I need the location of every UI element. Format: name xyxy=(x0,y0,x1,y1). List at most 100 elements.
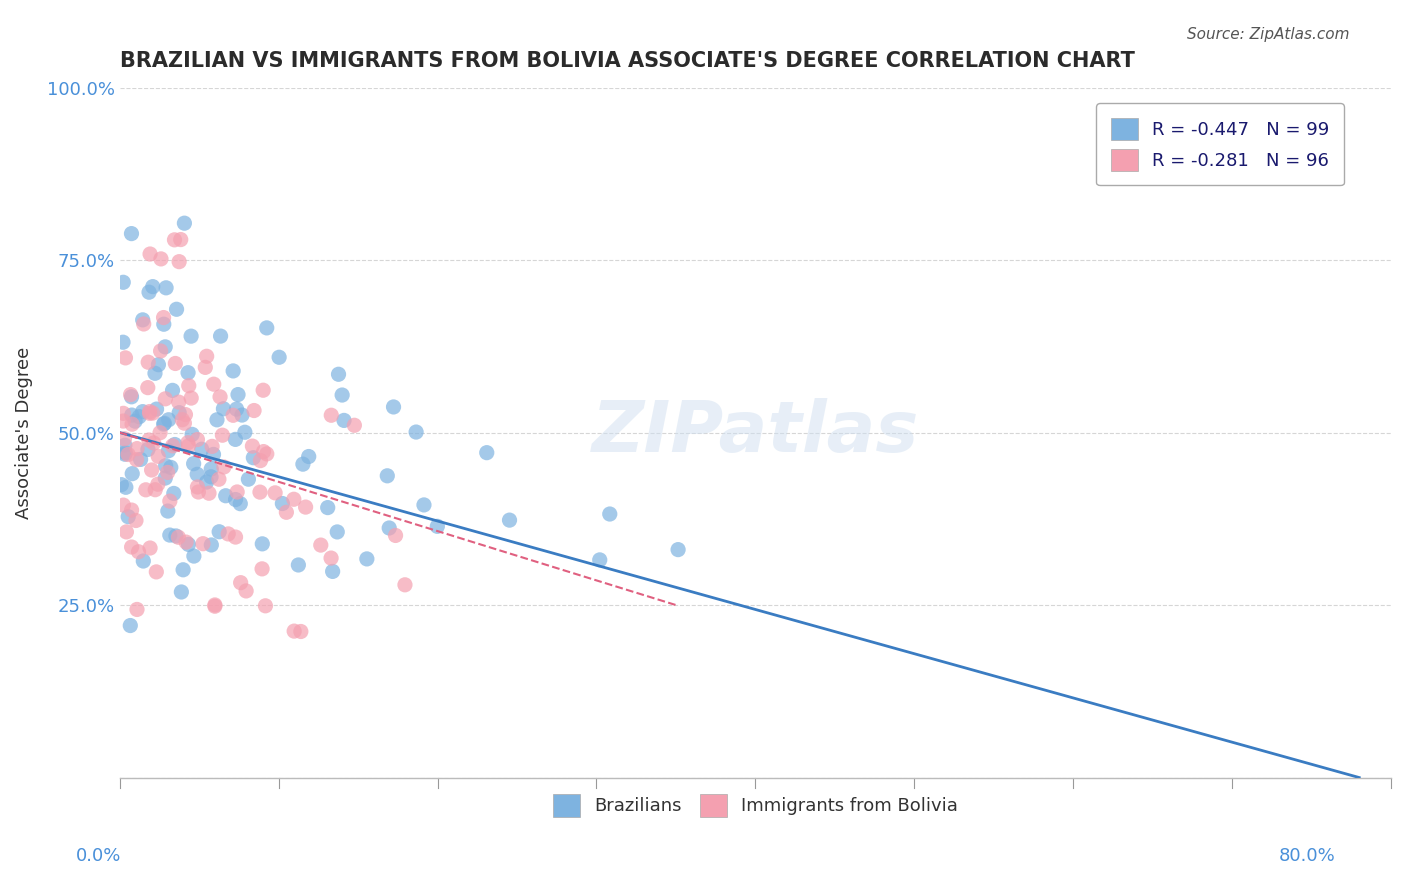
Brazilians xyxy=(475,445,498,459)
Immigrants from Bolivia xyxy=(173,416,195,430)
Brazilians xyxy=(129,452,152,467)
Immigrants from Bolivia xyxy=(146,477,169,491)
Immigrants from Bolivia xyxy=(138,404,160,418)
Immigrants from Bolivia xyxy=(252,444,274,458)
Brazilians xyxy=(375,468,398,483)
Text: ZIPatlas: ZIPatlas xyxy=(592,398,920,467)
Brazilians xyxy=(177,537,200,551)
Immigrants from Bolivia xyxy=(112,406,135,420)
Immigrants from Bolivia xyxy=(128,545,150,559)
Brazilians xyxy=(157,443,180,458)
Immigrants from Bolivia xyxy=(112,414,135,428)
Brazilians xyxy=(231,408,253,422)
Brazilians xyxy=(238,472,260,486)
Immigrants from Bolivia xyxy=(172,413,194,427)
Brazilians xyxy=(180,329,202,343)
Brazilians xyxy=(382,400,405,414)
Brazilians xyxy=(330,388,353,402)
Brazilians xyxy=(209,329,232,343)
Immigrants from Bolivia xyxy=(135,483,157,497)
Brazilians xyxy=(155,281,177,295)
Brazilians xyxy=(229,497,252,511)
Immigrants from Bolivia xyxy=(242,439,264,453)
Brazilians xyxy=(356,552,378,566)
Immigrants from Bolivia xyxy=(149,252,172,266)
Immigrants from Bolivia xyxy=(177,439,200,453)
Y-axis label: Associate's Degree: Associate's Degree xyxy=(15,346,32,518)
Immigrants from Bolivia xyxy=(191,537,214,551)
Immigrants from Bolivia xyxy=(309,538,332,552)
Immigrants from Bolivia xyxy=(187,485,209,500)
Immigrants from Bolivia xyxy=(180,391,202,405)
Immigrants from Bolivia xyxy=(208,472,231,486)
Brazilians xyxy=(114,447,136,461)
Brazilians xyxy=(242,450,264,465)
Brazilians xyxy=(256,321,278,335)
Immigrants from Bolivia xyxy=(254,599,277,613)
Immigrants from Bolivia xyxy=(167,530,190,544)
Brazilians xyxy=(181,427,204,442)
Brazilians xyxy=(252,537,274,551)
Immigrants from Bolivia xyxy=(198,486,221,500)
Immigrants from Bolivia xyxy=(229,575,252,590)
Immigrants from Bolivia xyxy=(201,439,224,453)
Immigrants from Bolivia xyxy=(125,442,148,456)
Brazilians xyxy=(163,486,186,500)
Immigrants from Bolivia xyxy=(174,535,197,549)
Immigrants from Bolivia xyxy=(156,466,179,480)
Immigrants from Bolivia xyxy=(243,403,266,417)
Text: BRAZILIAN VS IMMIGRANTS FROM BOLIVIA ASSOCIATE'S DEGREE CORRELATION CHART: BRAZILIAN VS IMMIGRANTS FROM BOLIVIA ASS… xyxy=(120,51,1135,70)
Immigrants from Bolivia xyxy=(177,378,200,392)
Brazilians xyxy=(498,513,520,527)
Immigrants from Bolivia xyxy=(121,417,143,432)
Immigrants from Bolivia xyxy=(252,383,274,397)
Brazilians xyxy=(222,364,245,378)
Brazilians xyxy=(159,528,181,542)
Brazilians xyxy=(153,417,176,431)
Brazilians xyxy=(426,519,449,533)
Brazilians xyxy=(333,413,356,427)
Brazilians xyxy=(121,227,143,241)
Brazilians xyxy=(173,216,195,230)
Brazilians xyxy=(224,433,246,447)
Brazilians xyxy=(172,563,194,577)
Immigrants from Bolivia xyxy=(256,447,278,461)
Brazilians xyxy=(225,492,247,507)
Brazilians xyxy=(110,477,132,491)
Brazilians xyxy=(233,425,256,440)
Brazilians xyxy=(322,565,344,579)
Immigrants from Bolivia xyxy=(163,233,186,247)
Brazilians xyxy=(326,524,349,539)
Immigrants from Bolivia xyxy=(250,562,273,576)
Immigrants from Bolivia xyxy=(121,540,143,554)
Immigrants from Bolivia xyxy=(114,351,136,365)
Immigrants from Bolivia xyxy=(145,565,167,579)
Immigrants from Bolivia xyxy=(222,409,245,423)
Immigrants from Bolivia xyxy=(121,503,143,517)
Immigrants from Bolivia xyxy=(276,505,298,519)
Immigrants from Bolivia xyxy=(120,387,142,401)
Brazilians xyxy=(208,524,231,539)
Immigrants from Bolivia xyxy=(125,602,148,616)
Brazilians xyxy=(162,384,184,398)
Immigrants from Bolivia xyxy=(155,392,177,406)
Brazilians xyxy=(152,317,174,331)
Brazilians xyxy=(142,279,165,293)
Immigrants from Bolivia xyxy=(177,435,200,450)
Brazilians xyxy=(215,489,238,503)
Brazilians xyxy=(159,460,181,475)
Brazilians xyxy=(167,406,190,420)
Brazilians xyxy=(121,408,143,422)
Immigrants from Bolivia xyxy=(194,360,217,375)
Immigrants from Bolivia xyxy=(186,433,208,447)
Brazilians xyxy=(145,402,167,417)
Immigrants from Bolivia xyxy=(139,247,162,261)
Immigrants from Bolivia xyxy=(174,408,197,422)
Immigrants from Bolivia xyxy=(217,527,239,541)
Brazilians xyxy=(212,401,235,416)
Brazilians xyxy=(225,402,247,417)
Immigrants from Bolivia xyxy=(115,524,138,539)
Brazilians xyxy=(205,413,228,427)
Brazilians xyxy=(136,442,159,457)
Brazilians xyxy=(115,480,138,494)
